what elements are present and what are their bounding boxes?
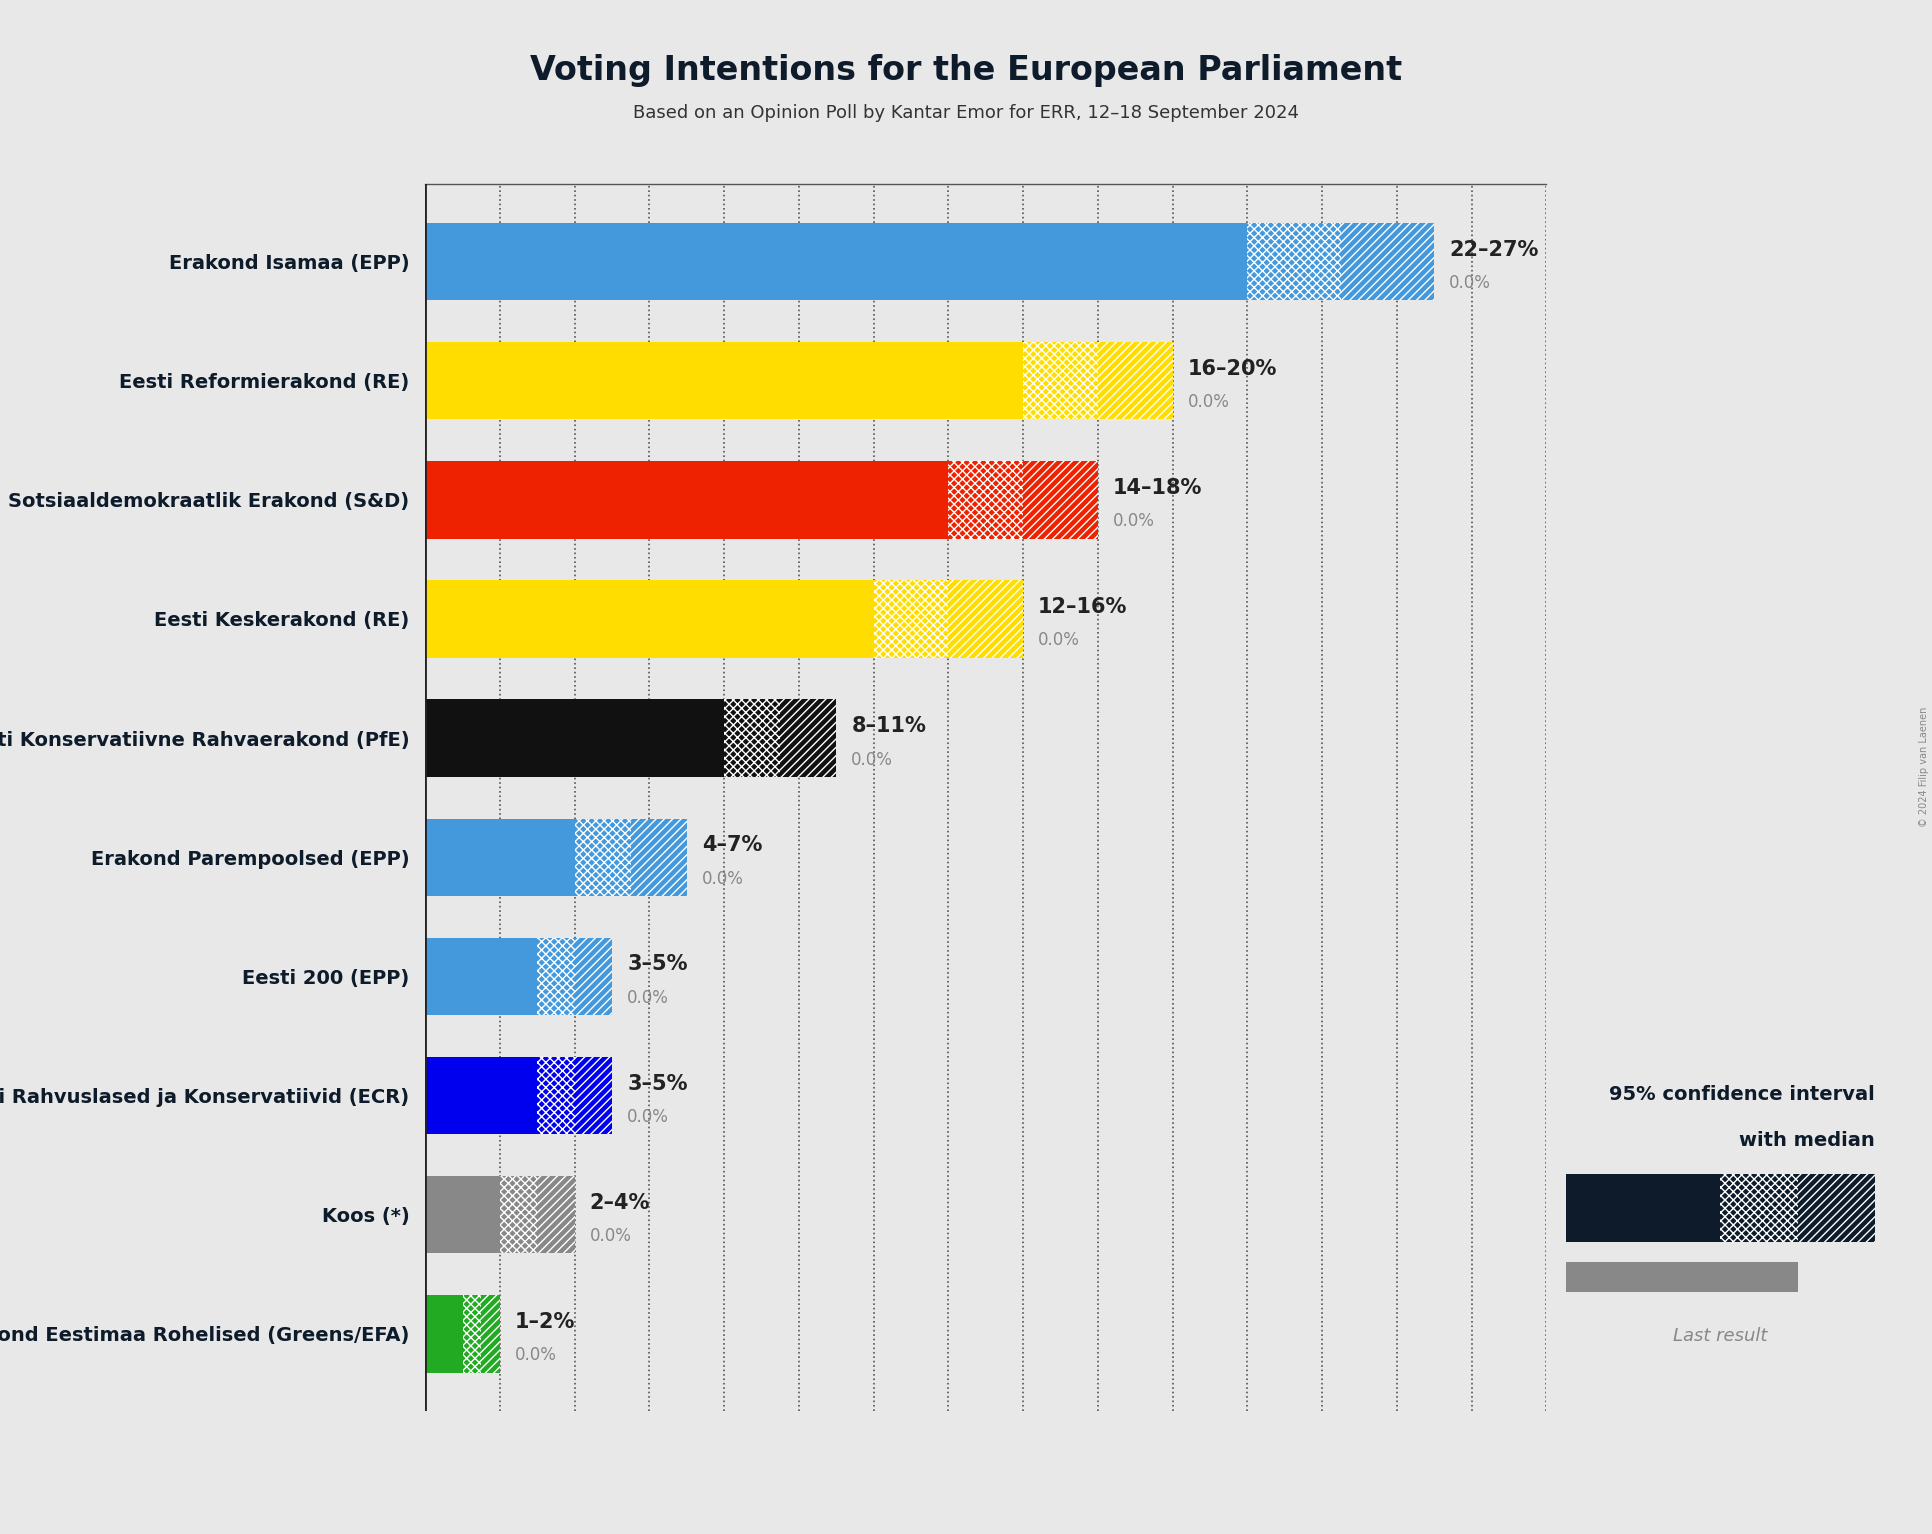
Text: 0.0%: 0.0% bbox=[514, 1347, 556, 1364]
Bar bbox=[425, 937, 537, 1016]
Text: 0.0%: 0.0% bbox=[1037, 632, 1080, 649]
Bar bbox=[1565, 1175, 1719, 1243]
Bar bbox=[574, 1057, 612, 1134]
Text: 0.0%: 0.0% bbox=[850, 750, 893, 769]
Text: 16–20%: 16–20% bbox=[1186, 359, 1277, 379]
Text: 4–7%: 4–7% bbox=[701, 836, 761, 856]
Text: 1–2%: 1–2% bbox=[514, 1312, 576, 1332]
Bar bbox=[949, 580, 1022, 658]
Text: 0.0%: 0.0% bbox=[1449, 275, 1490, 291]
Bar bbox=[724, 700, 781, 776]
Text: 22–27%: 22–27% bbox=[1449, 239, 1538, 259]
Text: with median: with median bbox=[1739, 1132, 1874, 1150]
Bar bbox=[425, 1295, 462, 1373]
Bar bbox=[537, 1057, 574, 1134]
Text: 3–5%: 3–5% bbox=[626, 954, 688, 974]
Text: Last result: Last result bbox=[1673, 1327, 1766, 1345]
Text: 3–5%: 3–5% bbox=[626, 1074, 688, 1094]
Bar bbox=[425, 1177, 500, 1253]
Bar bbox=[1797, 1175, 1874, 1243]
Bar bbox=[1246, 222, 1341, 301]
Bar bbox=[425, 580, 873, 658]
Bar bbox=[425, 819, 574, 896]
Bar bbox=[1097, 342, 1173, 419]
Text: 0.0%: 0.0% bbox=[701, 870, 744, 888]
Text: © 2024 Filip van Laenen: © 2024 Filip van Laenen bbox=[1918, 707, 1928, 827]
Bar bbox=[630, 819, 686, 896]
Bar bbox=[500, 1177, 537, 1253]
Bar bbox=[949, 462, 1022, 538]
Bar bbox=[425, 1057, 537, 1134]
Bar bbox=[574, 937, 612, 1016]
Text: 95% confidence interval: 95% confidence interval bbox=[1609, 1086, 1874, 1104]
Bar bbox=[537, 937, 574, 1016]
Text: 0.0%: 0.0% bbox=[1186, 393, 1229, 411]
Bar bbox=[1022, 342, 1097, 419]
Text: Based on an Opinion Poll by Kantar Emor for ERR, 12–18 September 2024: Based on an Opinion Poll by Kantar Emor … bbox=[634, 104, 1298, 123]
Bar bbox=[1022, 462, 1097, 538]
Bar bbox=[462, 1295, 481, 1373]
Text: 0.0%: 0.0% bbox=[626, 1108, 668, 1126]
Bar bbox=[481, 1295, 500, 1373]
Bar bbox=[1719, 1175, 1797, 1243]
Bar bbox=[873, 580, 949, 658]
Text: 8–11%: 8–11% bbox=[850, 716, 925, 736]
Text: 12–16%: 12–16% bbox=[1037, 597, 1126, 617]
Text: 0.0%: 0.0% bbox=[626, 989, 668, 1006]
Text: 14–18%: 14–18% bbox=[1113, 479, 1202, 499]
Text: 2–4%: 2–4% bbox=[589, 1193, 649, 1213]
Bar bbox=[425, 342, 1022, 419]
Text: 0.0%: 0.0% bbox=[589, 1227, 632, 1246]
Text: 0.0%: 0.0% bbox=[1113, 512, 1153, 531]
Bar bbox=[425, 462, 949, 538]
Bar bbox=[781, 700, 837, 776]
Bar bbox=[1565, 1261, 1797, 1292]
Text: Voting Intentions for the European Parliament: Voting Intentions for the European Parli… bbox=[529, 54, 1403, 87]
Bar bbox=[537, 1177, 574, 1253]
Bar bbox=[574, 819, 630, 896]
Bar bbox=[425, 222, 1246, 301]
Bar bbox=[425, 700, 724, 776]
Bar bbox=[1341, 222, 1434, 301]
